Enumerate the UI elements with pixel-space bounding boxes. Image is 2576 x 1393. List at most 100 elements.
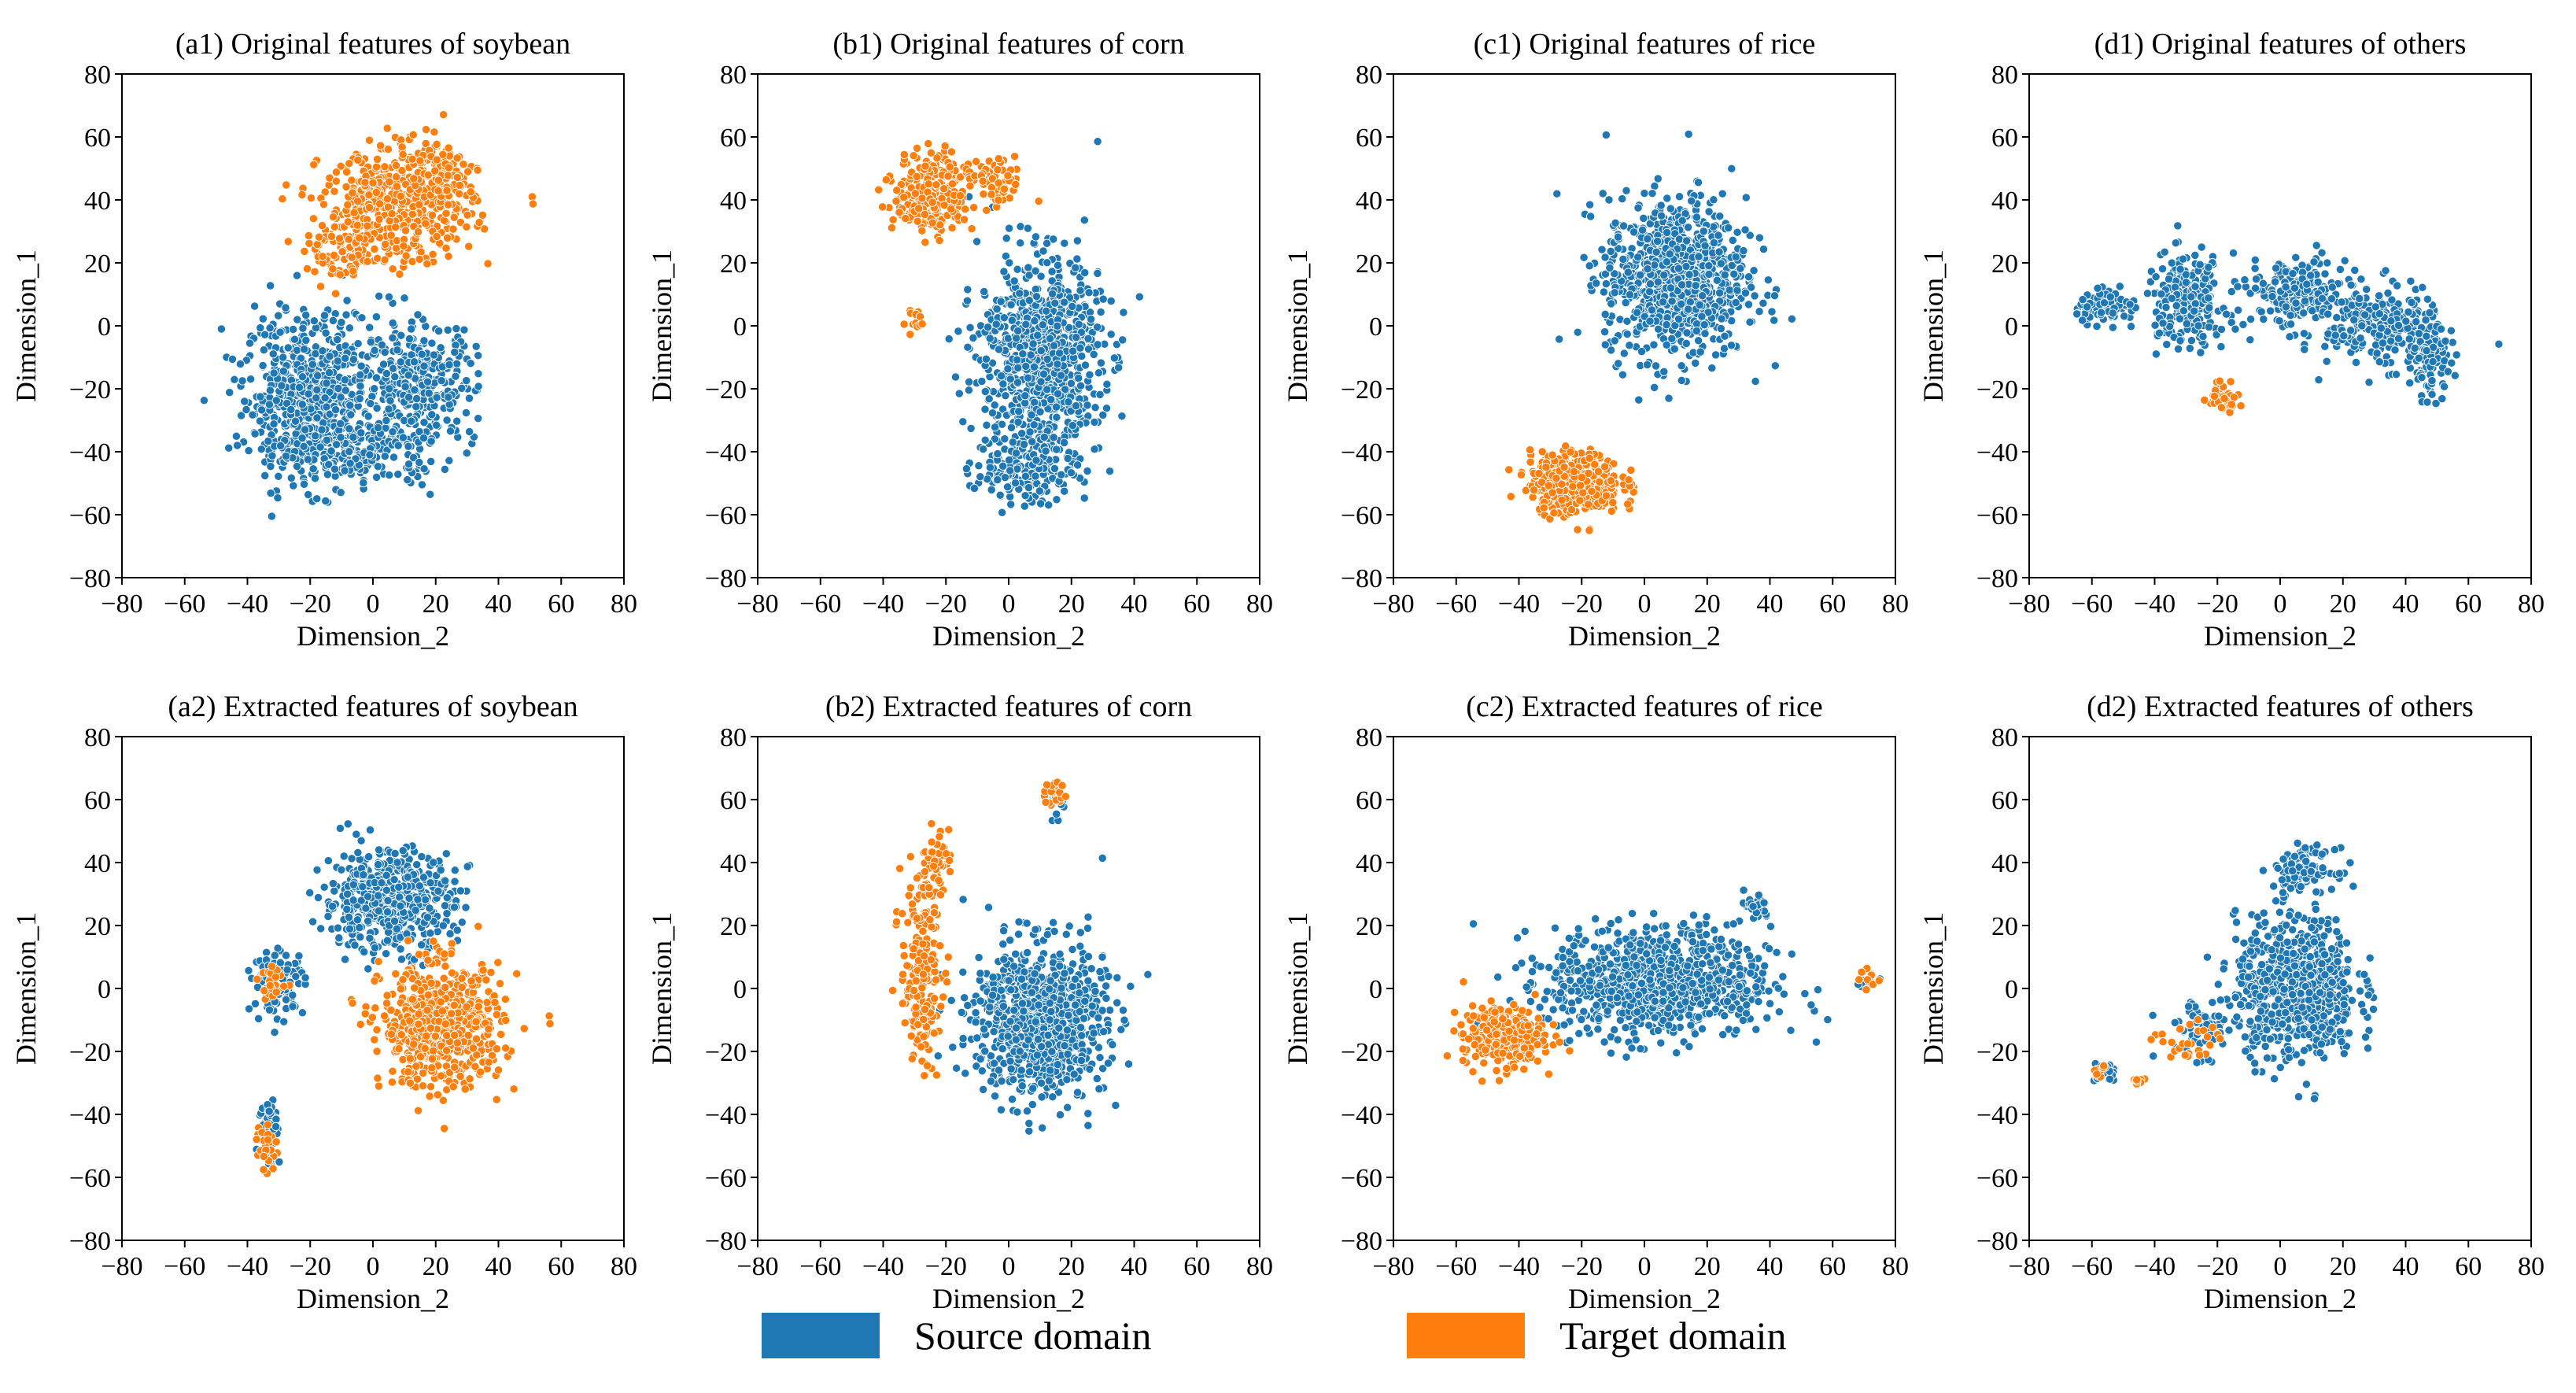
source-point	[2205, 303, 2214, 312]
target-point	[906, 330, 915, 339]
source-point	[1079, 216, 1089, 225]
source-point	[366, 399, 375, 408]
source-point	[1662, 320, 1671, 330]
target-point	[528, 199, 538, 209]
source-point	[1005, 258, 1014, 268]
source-point	[1028, 437, 1037, 446]
source-point	[1684, 129, 1693, 139]
target-point	[452, 172, 462, 183]
target-point	[392, 182, 402, 191]
source-point	[1059, 297, 1069, 307]
target-point	[387, 209, 397, 219]
source-point	[1013, 264, 1022, 274]
source-point	[1759, 298, 1768, 308]
source-point	[1114, 363, 1124, 372]
source-point	[1106, 330, 1116, 339]
source-point	[1009, 276, 1019, 286]
source-point	[265, 386, 275, 395]
target-point	[994, 195, 1003, 205]
source-point	[1035, 486, 1044, 496]
source-point	[1023, 373, 1033, 382]
source-point	[981, 354, 991, 364]
source-point	[2151, 272, 2161, 282]
source-point	[985, 334, 995, 343]
target-point	[316, 282, 326, 291]
source-point	[248, 410, 257, 419]
source-point	[990, 423, 1000, 432]
target-point	[310, 267, 319, 276]
source-point	[2228, 248, 2238, 258]
target-point	[343, 217, 352, 227]
source-point	[1633, 203, 1643, 212]
target-point	[408, 130, 418, 139]
source-point	[240, 397, 249, 406]
target-point	[899, 192, 909, 202]
target-point	[328, 264, 338, 274]
source-point	[2185, 343, 2194, 353]
source-point	[334, 383, 343, 394]
source-point	[1714, 288, 1725, 297]
y-tick-label: 0	[98, 312, 111, 342]
source-point	[964, 377, 974, 386]
y-axis-label: Dimension_1	[1282, 249, 1313, 402]
target-point	[335, 270, 345, 279]
source-point	[322, 435, 332, 445]
source-point	[1696, 347, 1705, 357]
target-point	[398, 150, 408, 159]
target-point	[1568, 482, 1578, 491]
source-point	[1043, 258, 1052, 268]
source-point	[996, 371, 1006, 381]
source-point	[342, 296, 352, 305]
source-point	[1052, 495, 1061, 504]
target-point	[913, 216, 922, 226]
source-point	[1072, 460, 1083, 470]
source-point	[2142, 289, 2153, 298]
source-point	[1023, 224, 1033, 233]
target-point	[874, 185, 884, 194]
source-point	[371, 472, 382, 482]
target-point	[385, 177, 394, 187]
source-point	[1068, 420, 1077, 430]
source-point	[471, 342, 481, 351]
source-point	[980, 386, 990, 397]
source-point	[1053, 360, 1062, 369]
target-point	[329, 250, 339, 260]
y-tick-label: 40	[1356, 187, 1382, 216]
source-point	[274, 471, 283, 481]
source-point	[245, 375, 256, 384]
source-point	[244, 445, 253, 456]
source-point	[474, 351, 483, 360]
source-point	[1599, 287, 1609, 297]
target-point	[1606, 476, 1616, 486]
source-point	[231, 431, 242, 441]
source-point	[1714, 231, 1723, 240]
source-point	[1685, 270, 1694, 279]
source-point	[1711, 350, 1721, 360]
source-point	[304, 490, 313, 500]
target-point	[881, 175, 891, 185]
target-point	[895, 208, 904, 217]
target-point	[441, 243, 451, 253]
target-point	[1626, 465, 1636, 475]
source-point	[1637, 346, 1647, 357]
target-point	[364, 135, 375, 145]
source-point	[388, 333, 397, 342]
source-point	[2162, 339, 2172, 349]
target-point	[1559, 462, 1569, 472]
target-point	[947, 204, 956, 214]
source-point	[265, 323, 275, 333]
source-point	[1084, 288, 1094, 297]
x-tick-label: 60	[1183, 589, 1210, 619]
source-point	[1055, 349, 1065, 358]
source-point	[1029, 362, 1039, 371]
source-point	[987, 485, 996, 495]
y-tick-label: −20	[69, 375, 111, 405]
target-point	[341, 182, 351, 192]
source-point	[299, 345, 309, 354]
source-point	[999, 313, 1009, 323]
source-point	[346, 410, 356, 419]
source-point	[355, 394, 364, 404]
target-point	[421, 124, 431, 135]
source-point	[1072, 254, 1082, 264]
target-point	[371, 162, 382, 172]
